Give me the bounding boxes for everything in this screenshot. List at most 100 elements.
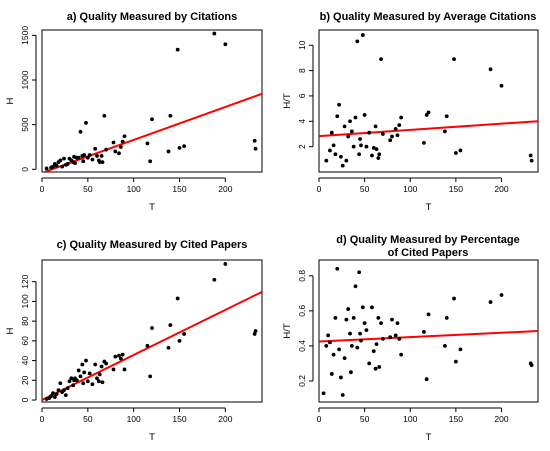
data-point [395,321,400,326]
data-point [60,164,65,169]
data-point [62,388,66,393]
data-point [76,368,81,373]
data-point [458,347,463,352]
data-point [339,154,343,159]
y-tick-label: 120 [20,274,30,288]
data-point [458,148,463,153]
data-point [74,378,79,383]
data-point [358,331,362,336]
data-point [252,332,257,336]
data-point [342,356,347,361]
y-tick-label: 2 [297,144,307,149]
x-tick-label: 0 [317,414,322,424]
data-point [82,153,87,157]
data-point [397,336,402,341]
x-tick-label: 150 [449,184,463,194]
data-point [424,377,429,382]
data-point [529,158,534,163]
x-tick-label: 100 [403,414,417,424]
data-point [426,110,431,115]
y-tick-label: 0 [20,167,30,172]
data-point [62,156,66,161]
y-tick-label: 0.2 [297,375,307,387]
data-point [370,153,374,158]
data-point [422,329,426,334]
x-tick-label: 0 [317,184,322,194]
data-point [78,374,83,379]
data-point [118,145,123,149]
data-point [337,347,341,352]
data-point [346,307,351,311]
data-point [113,149,118,154]
y-tick-label: 500 [20,117,30,131]
data-point [380,336,385,341]
data-point [443,129,447,134]
data-point [87,153,92,157]
data-point [388,138,393,143]
data-point [346,134,351,139]
data-point [328,148,332,153]
data-point [337,102,341,107]
data-point [122,367,127,372]
data-point [150,117,154,122]
chart-title: of Cited Papers [388,247,469,259]
data-point [370,305,374,310]
data-point [81,381,86,386]
data-point [529,363,534,368]
data-point [528,153,533,158]
x-tick-label: 200 [494,414,508,424]
x-tick-label: 50 [83,414,93,424]
regression-line [42,92,262,172]
data-point [453,359,458,364]
data-point [333,152,338,157]
data-point [331,143,336,148]
data-point [175,296,180,301]
data-point [51,164,55,169]
data-point [371,349,376,354]
data-point [333,315,338,320]
x-tick-label: 50 [360,184,370,194]
panel-1: a) Quality Measured by Citations 0 50 100 15… [5,11,263,213]
data-point [377,365,382,369]
data-point [253,329,258,333]
data-point [177,145,182,150]
regression-line [319,330,538,343]
data-point [393,333,398,338]
y-axis-label: H/T [282,323,293,339]
data-point [145,343,150,348]
data-point [90,382,95,387]
data-point [54,392,59,397]
y-tick-label: 60 [20,336,30,346]
data-point [97,372,102,377]
data-point [95,154,99,158]
data-point [379,321,383,326]
data-point [380,132,385,136]
chart-title: a) Quality Measured by Citations [67,11,238,23]
data-point [379,57,383,62]
data-point [51,391,55,396]
plot-frame [41,259,263,403]
data-point [182,332,186,336]
data-point [452,57,456,62]
data-point [120,139,125,144]
x-tick-label: 150 [172,184,186,194]
data-point [104,147,109,152]
data-point [390,134,394,139]
data-point [85,379,90,384]
data-point [113,354,118,359]
y-tick-label: 20 [20,375,30,385]
data-point [111,140,116,145]
data-point [339,375,343,380]
data-point [84,120,88,125]
data-point [377,152,382,157]
regression-line [319,120,538,138]
data-point [148,374,153,379]
data-point [329,130,334,135]
y-tick-label: 10 [297,40,307,50]
data-point [65,162,70,166]
data-point [117,353,121,358]
data-point [376,315,381,320]
